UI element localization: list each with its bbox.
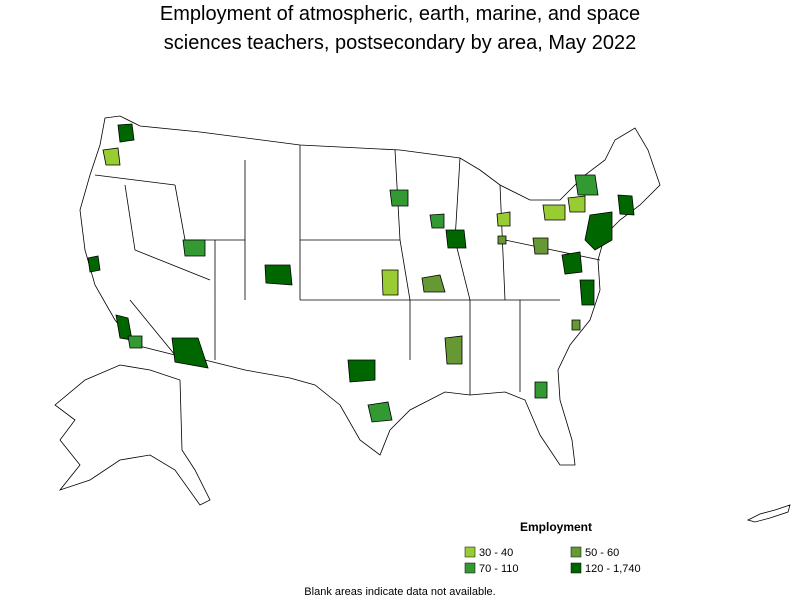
state-borders — [94, 145, 601, 395]
area — [421, 274, 446, 293]
legend-label: 50 - 60 — [585, 547, 619, 559]
area — [542, 204, 566, 221]
area — [571, 319, 581, 331]
area — [497, 235, 507, 245]
legend-swatch — [464, 562, 476, 574]
legend-swatch — [570, 546, 582, 558]
legend-swatch — [570, 562, 582, 574]
area — [102, 147, 121, 166]
legend-label: 70 - 110 — [479, 563, 519, 575]
footnote: Blank areas indicate data not available. — [304, 586, 495, 598]
legend-title: Employment — [520, 520, 592, 534]
hawaii — [746, 504, 791, 523]
area — [567, 195, 586, 213]
area — [127, 335, 143, 349]
area — [445, 229, 467, 249]
area — [574, 174, 599, 196]
area — [171, 337, 209, 369]
legend-swatch — [464, 546, 476, 558]
area — [381, 269, 399, 296]
area — [389, 189, 409, 207]
area — [429, 213, 445, 229]
title-line: sciences teachers, postsecondary by area… — [164, 32, 636, 54]
area — [444, 335, 463, 365]
area — [532, 237, 549, 255]
area — [87, 255, 101, 273]
area — [617, 194, 635, 216]
map — [54, 115, 791, 523]
legend-label: 30 - 40 — [479, 547, 513, 559]
area — [496, 211, 511, 227]
area — [182, 239, 206, 257]
area — [264, 264, 293, 286]
area — [534, 381, 548, 399]
area — [584, 211, 613, 251]
alaska — [54, 364, 211, 506]
area — [561, 251, 583, 275]
areas — [87, 123, 635, 423]
legend-label: 120 - 1,740 — [585, 563, 641, 575]
legend: Employment 30 - 40 50 - 60 70 - 110 120 … — [464, 520, 641, 575]
area — [579, 279, 595, 306]
title-line: Employment of atmospheric, earth, marine… — [160, 3, 640, 25]
area — [347, 359, 376, 383]
area — [117, 123, 135, 143]
area — [367, 401, 393, 423]
